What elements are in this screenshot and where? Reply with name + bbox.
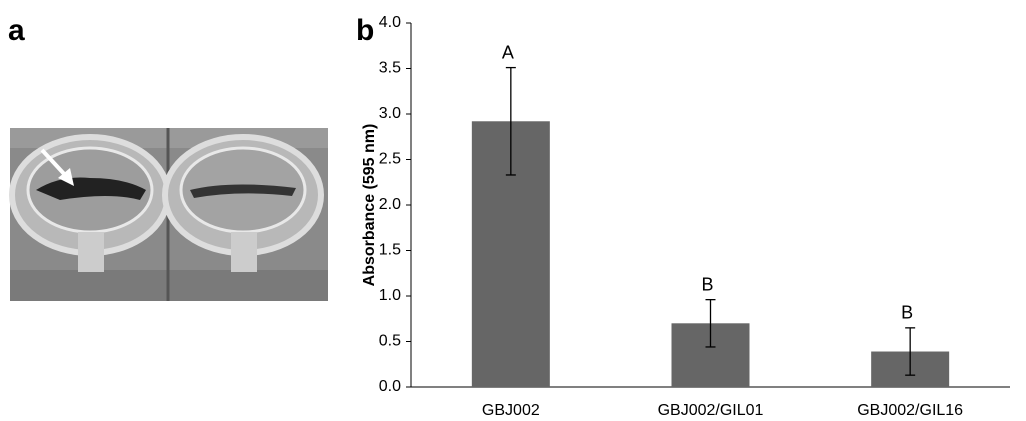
y-tick-label: 3.0: [379, 105, 401, 122]
significance-letter: B: [901, 303, 913, 323]
significance-letter: B: [701, 274, 713, 294]
y-axis-label: Absorbance (595 nm): [361, 124, 378, 287]
y-tick-label: 0.5: [379, 333, 401, 350]
y-tick-label: 2.0: [379, 196, 401, 213]
panel-label: b: [356, 14, 374, 47]
error-bar: [905, 327, 916, 376]
y-tick-label: 0.0: [379, 378, 401, 395]
significance-letter: A: [502, 42, 514, 62]
x-tick-label: GBJ002/GIL16: [857, 402, 963, 419]
x-tick-label: GBJ002/GIL01: [658, 402, 764, 419]
error-bar: [505, 66, 516, 176]
y-tick-label: 4.0: [379, 14, 401, 31]
error-bar: [705, 298, 716, 348]
x-tick-label: GBJ002: [482, 402, 540, 419]
panel-label: a: [8, 14, 25, 47]
photo: [9, 128, 328, 301]
y-tick-label: 2.5: [379, 151, 401, 168]
y-tick-label: 1.0: [379, 287, 401, 304]
y-tick-label: 1.5: [379, 242, 401, 259]
y-tick-label: 3.5: [379, 60, 401, 77]
